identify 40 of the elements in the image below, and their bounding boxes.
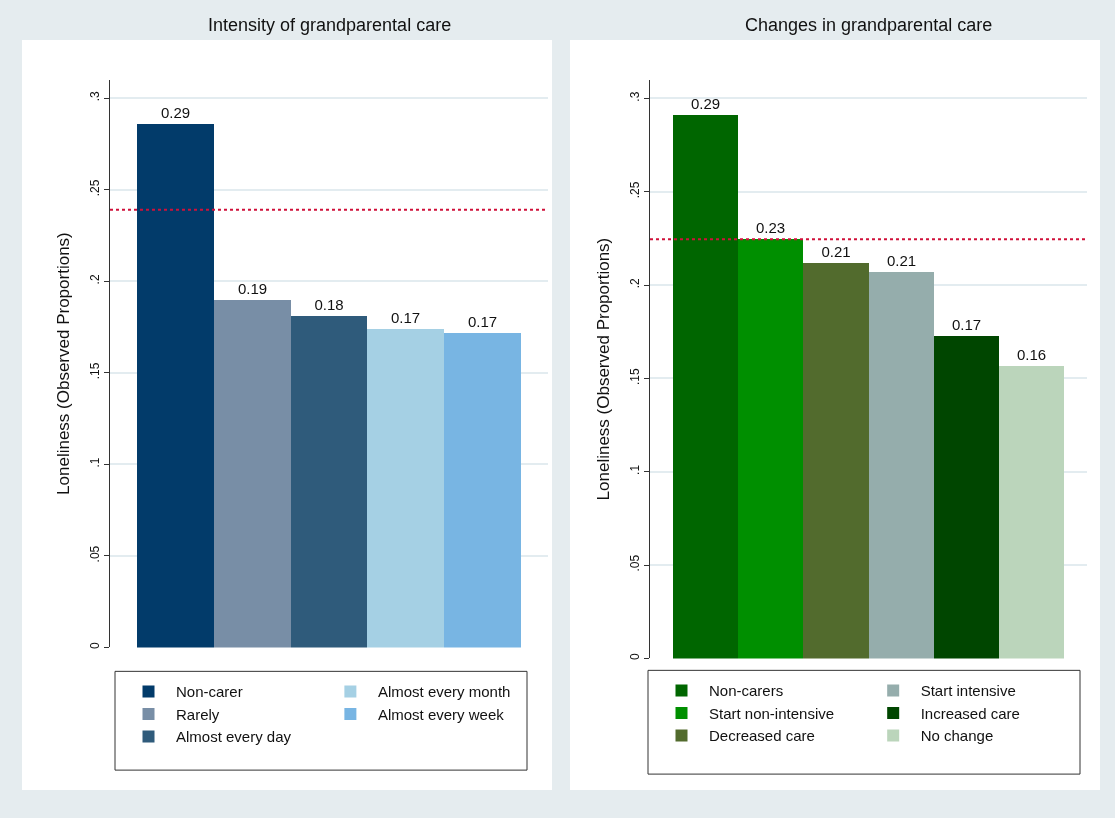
data-label: 0.17 [467,312,498,330]
data-label: 0.17 [390,308,421,326]
legend-label: Rarely [176,705,220,723]
data-label: 0.23 [755,218,786,236]
legend-label: Start intensive [920,682,1016,700]
y-tick-label: .05 [88,545,103,563]
legend-label: No change [920,727,994,745]
y-tick-label: .1 [628,464,643,475]
legend-label: Start non-intensive [709,704,835,722]
data-label: 0.21 [886,251,917,269]
y-tick-label: 0 [628,652,643,660]
data-label: 0.29 [690,94,721,112]
y-tick-label: .15 [628,367,643,385]
y-tick-label: .25 [88,179,103,197]
data-label: 0.19 [237,279,268,297]
data-label: 0.16 [1016,345,1047,363]
chart-title: Changes in grandparental care [745,15,993,35]
y-tick-label: .3 [628,91,643,102]
legend-label: Decreased care [709,727,815,745]
y-tick-label: .1 [88,457,103,468]
legend-label: Increased care [920,704,1020,722]
data-label: 0.17 [951,315,982,333]
y-tick-label: .3 [88,90,103,102]
y-tick-label: .2 [628,277,643,289]
data-label: 0.29 [160,103,191,121]
y-tick-label: .25 [628,181,643,199]
y-tick-label: 0 [88,641,103,649]
y-tick-label: .05 [628,554,643,572]
legend-label: Almost every day [176,728,292,746]
y-axis-title: Loneliness (Observed Proportions) [593,237,613,501]
legend-label: Non-carer [176,683,243,701]
chart-title: Intensity of grandparental care [208,15,452,35]
legend-label: Almost every week [377,705,505,723]
data-label: 0.18 [314,295,344,313]
legend-label: Almost every month [377,683,511,701]
data-label: 0.21 [821,242,851,260]
y-tick-label: .15 [88,362,103,380]
y-tick-label: .2 [88,274,103,285]
y-axis-title: Loneliness (Observed Proportions) [53,232,73,495]
legend-label: Non-carers [709,682,784,700]
